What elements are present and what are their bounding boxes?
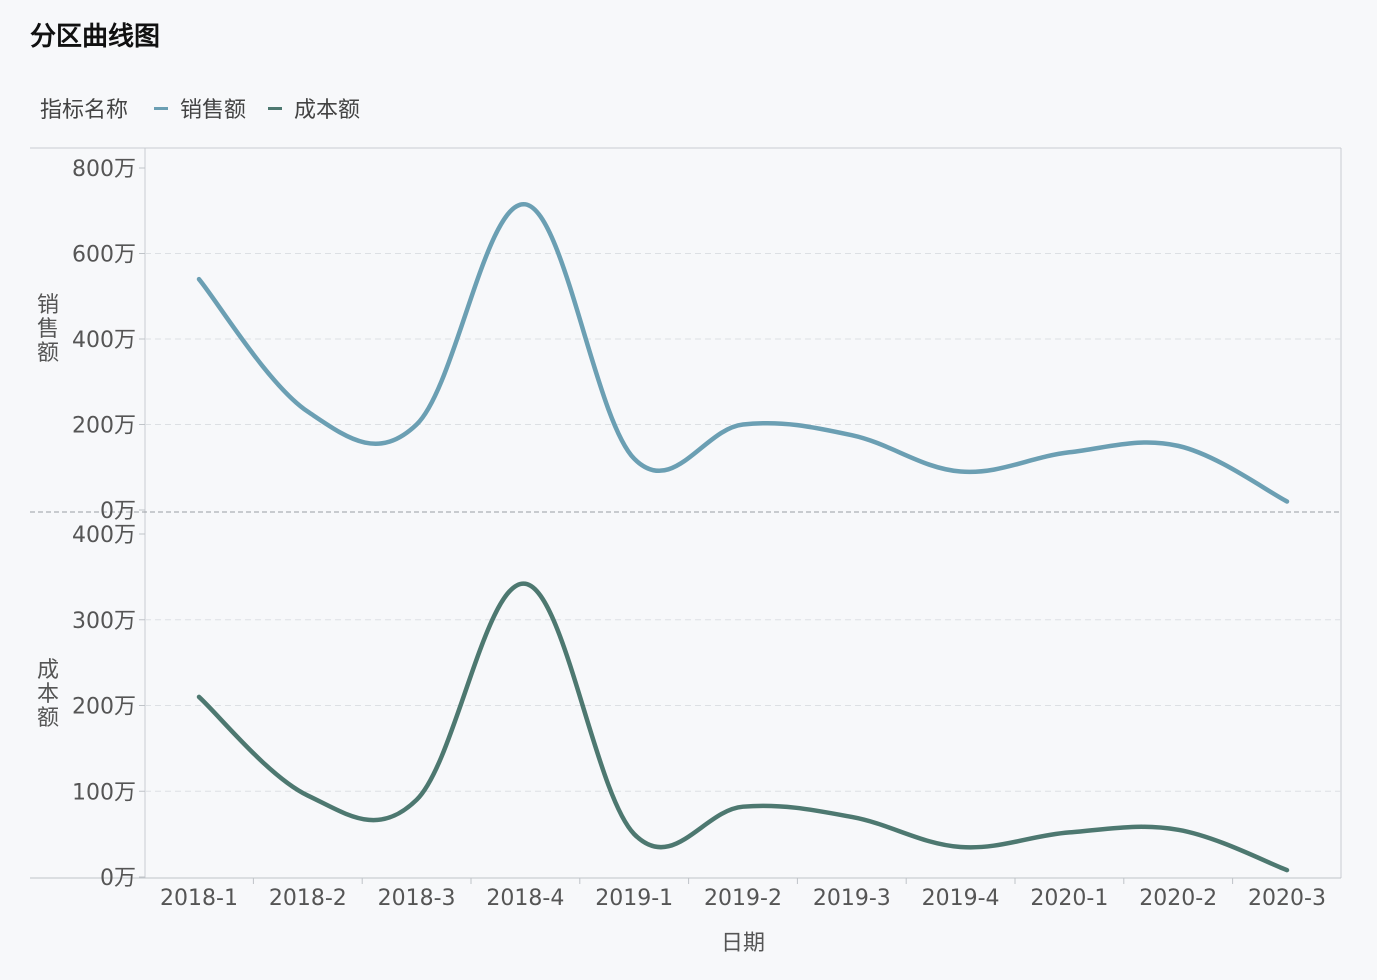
legend-title: 指标名称 — [40, 98, 129, 123]
y-tick-label-0-3: 600万 — [72, 243, 136, 268]
y-axis-name-1-char-1: 本 — [37, 682, 59, 707]
chart-title: 分区曲线图 — [30, 22, 161, 52]
legend-item-cost-label: 成本额 — [294, 98, 361, 123]
y-tick-label-1-1: 100万 — [72, 780, 136, 805]
y-axis-name-0-char-2: 额 — [37, 341, 59, 366]
y-tick-label-1-3: 300万 — [72, 609, 136, 634]
y-tick-label-0-0: 0万 — [100, 499, 136, 524]
x-tick-label-2: 2018-3 — [378, 886, 456, 911]
legend-item-sales-label: 销售额 — [180, 98, 247, 123]
x-tick-label-4: 2019-1 — [595, 886, 673, 911]
legend-swatch-sales — [154, 106, 169, 110]
y-tick-label-1-0: 0万 — [100, 866, 136, 891]
legend-swatch-cost — [268, 106, 283, 110]
series-line-1-0 — [196, 581, 1290, 873]
y-axis-name-1-char-0: 成 — [37, 658, 59, 683]
legend-item-cost[interactable]: 成本额 — [268, 92, 360, 124]
x-axis-name: 日期 — [721, 931, 765, 956]
x-tick-label-6: 2019-3 — [813, 886, 891, 911]
x-tick-label-9: 2020-2 — [1139, 886, 1217, 911]
y-tick-label-1-4: 400万 — [72, 523, 136, 548]
x-tick-label-10: 2020-3 — [1248, 886, 1326, 911]
legend-item-sales[interactable]: 销售额 — [154, 92, 246, 124]
y-tick-label-0-1: 200万 — [72, 414, 136, 439]
y-tick-label-1-2: 200万 — [72, 695, 136, 720]
x-tick-label-7: 2019-4 — [922, 886, 1000, 911]
y-axis-name-0-char-1: 售 — [37, 317, 59, 342]
y-tick-label-0-4: 800万 — [72, 157, 136, 182]
x-tick-label-1: 2018-2 — [269, 886, 347, 911]
x-tick-label-5: 2019-2 — [704, 886, 782, 911]
x-tick-label-3: 2018-4 — [486, 886, 564, 911]
x-tick-label-0: 2018-1 — [160, 886, 238, 911]
series-line-0-0 — [196, 202, 1290, 504]
x-tick-label-8: 2020-1 — [1030, 886, 1108, 911]
y-tick-label-0-2: 400万 — [72, 328, 136, 353]
y-axis-name-1-char-2: 额 — [37, 706, 59, 731]
legend: 指标名称 销售额 成本额 — [40, 92, 382, 124]
y-axis-name-0-char-0: 销 — [37, 293, 59, 318]
